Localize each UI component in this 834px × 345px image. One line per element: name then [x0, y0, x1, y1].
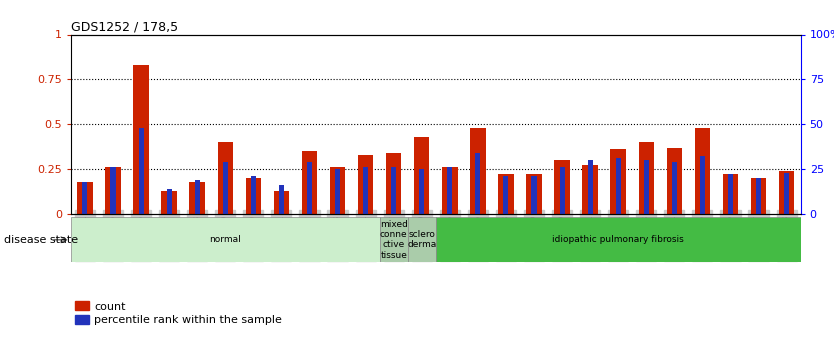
Bar [666, 148, 682, 214]
Bar [71, 217, 379, 262]
Bar [672, 162, 677, 214]
Bar [700, 157, 705, 214]
Bar [784, 172, 789, 214]
Bar [189, 181, 205, 214]
Bar [162, 190, 177, 214]
Bar [414, 137, 430, 214]
Bar [379, 217, 408, 262]
Bar [779, 171, 794, 214]
Bar [358, 155, 374, 214]
Bar [363, 167, 368, 214]
Bar [251, 176, 256, 214]
Legend: count, percentile rank within the sample: count, percentile rank within the sample [71, 297, 287, 330]
Bar [329, 167, 345, 214]
Bar [695, 128, 710, 214]
Bar [475, 153, 480, 214]
Bar [408, 217, 435, 262]
Bar [728, 175, 733, 214]
Bar [435, 217, 801, 262]
Bar [218, 142, 233, 214]
Bar [133, 65, 148, 214]
Bar [504, 176, 509, 214]
Bar [386, 153, 401, 214]
Bar [335, 169, 340, 214]
Bar [110, 167, 116, 214]
Bar [644, 160, 649, 214]
Bar [279, 185, 284, 214]
Text: normal: normal [209, 235, 241, 244]
Bar [526, 175, 542, 214]
Text: mixed
conne
ctive
tissue: mixed conne ctive tissue [379, 220, 408, 260]
Bar [582, 166, 598, 214]
Text: sclero
derma: sclero derma [407, 230, 436, 249]
Bar [83, 181, 88, 214]
Bar [105, 167, 121, 214]
Bar [723, 175, 738, 214]
Bar [610, 149, 626, 214]
Bar [470, 128, 485, 214]
Bar [274, 190, 289, 214]
Bar [751, 178, 766, 214]
Bar [756, 178, 761, 214]
Bar [223, 162, 228, 214]
Bar [531, 176, 536, 214]
Bar [167, 189, 172, 214]
Bar [498, 175, 514, 214]
Text: idiopathic pulmonary fibrosis: idiopathic pulmonary fibrosis [552, 235, 684, 244]
Bar [588, 160, 593, 214]
Bar [442, 167, 458, 214]
Bar [78, 181, 93, 214]
Bar [307, 162, 312, 214]
Bar [245, 178, 261, 214]
Bar [391, 167, 396, 214]
Bar [639, 142, 654, 214]
Bar [420, 169, 425, 214]
Text: GDS1252 / 178,5: GDS1252 / 178,5 [71, 20, 178, 33]
Bar [555, 160, 570, 214]
Bar [447, 167, 452, 214]
Bar [615, 158, 620, 214]
Bar [302, 151, 317, 214]
Bar [560, 167, 565, 214]
Bar [138, 128, 143, 214]
Bar [194, 180, 199, 214]
Text: disease state: disease state [4, 235, 78, 245]
